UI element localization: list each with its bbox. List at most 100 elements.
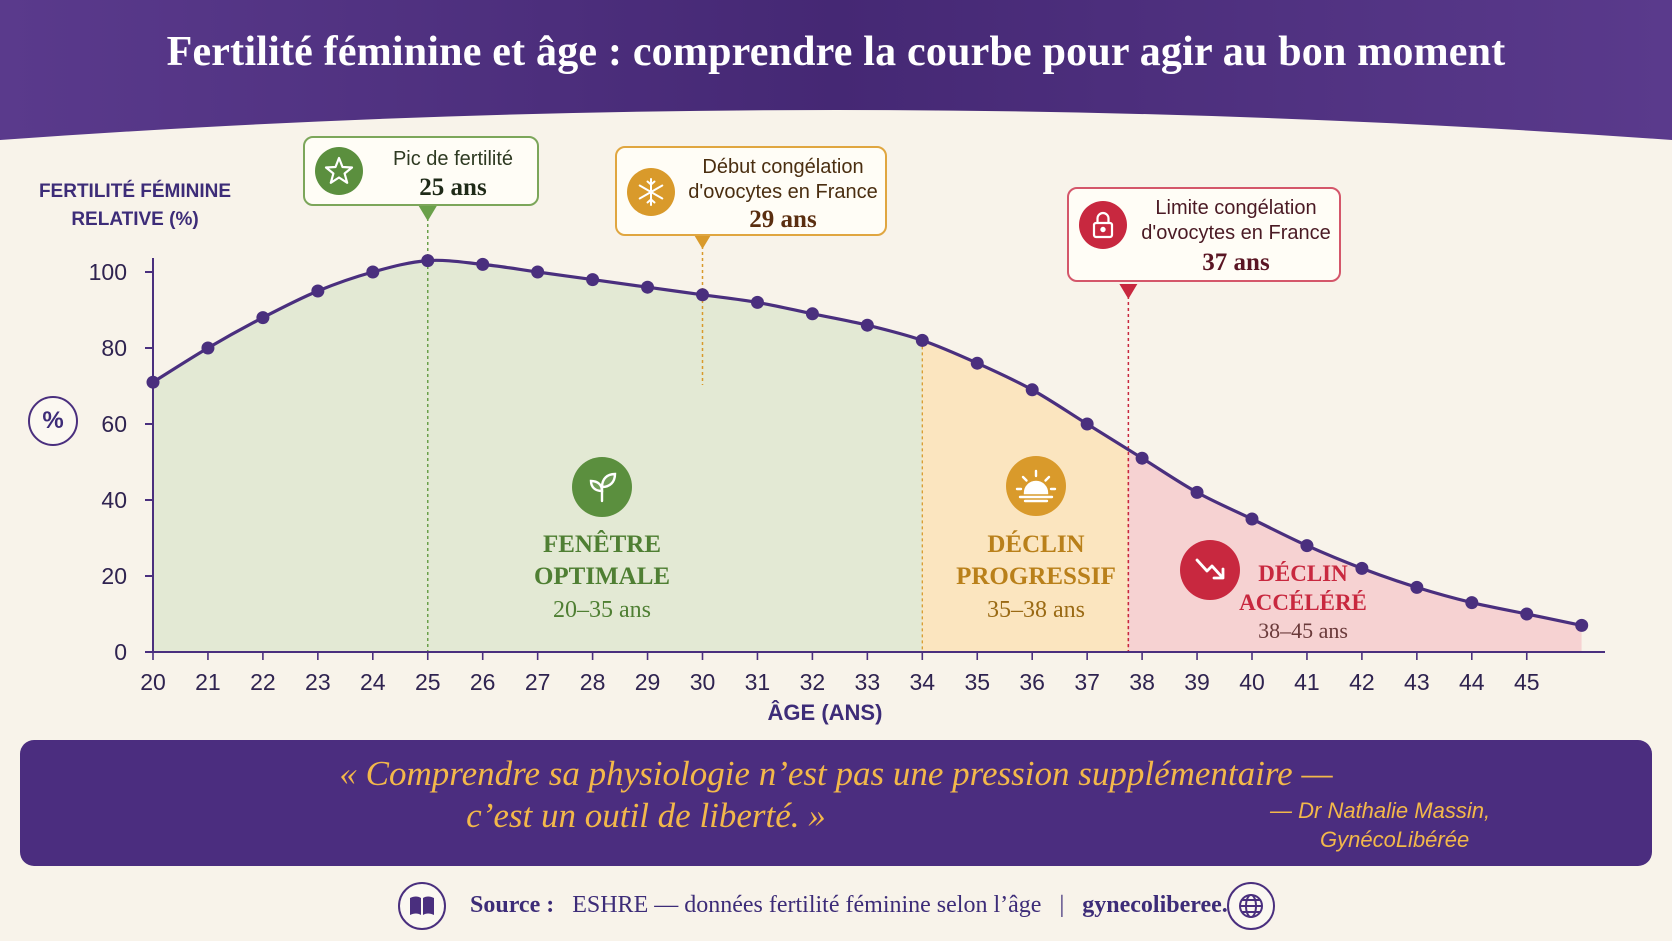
y-axis-label: FERTILITÉ FÉMININE RELATIVE (%) bbox=[20, 178, 250, 234]
marker-pointer-1 bbox=[693, 234, 712, 249]
marker-pointer-0 bbox=[418, 206, 437, 221]
ticks-layer: 0 20 40 60 80 100 20 21 22 23 24 25 26 27 28 29 30 31 32 33… bbox=[89, 259, 1540, 695]
zone-progressive-title-1: DÉCLIN bbox=[987, 531, 1085, 558]
x-tick-label: 24 bbox=[360, 669, 386, 695]
x-tick-label: 26 bbox=[470, 669, 496, 695]
x-tick-label: 20 bbox=[140, 669, 166, 695]
footer-source-label: Source : bbox=[470, 892, 555, 918]
data-point-30 bbox=[696, 288, 709, 302]
x-tick-label: 30 bbox=[690, 669, 716, 695]
data-point-34 bbox=[915, 333, 929, 347]
data-point-28 bbox=[586, 273, 600, 287]
x-tick-label: 23 bbox=[305, 669, 331, 695]
y-tick-label: 40 bbox=[101, 487, 127, 513]
data-point-41 bbox=[1300, 539, 1314, 553]
data-point-38 bbox=[1135, 451, 1149, 465]
zone-accelerated-title-2: ACCÉLÉRÉ bbox=[1239, 590, 1367, 615]
x-tick-label: 21 bbox=[195, 669, 221, 695]
data-point-32 bbox=[805, 307, 819, 321]
page-title: Fertilité féminine et âge : comprendre l… bbox=[166, 29, 1506, 75]
zone-accelerated-title-1: DÉCLIN bbox=[1258, 561, 1348, 586]
lock-icon bbox=[1079, 201, 1127, 249]
x-tick-label: 38 bbox=[1129, 669, 1155, 695]
data-point-37 bbox=[1080, 417, 1094, 431]
data-point-22 bbox=[256, 311, 270, 325]
x-tick-label: 32 bbox=[800, 669, 826, 695]
sunrise-icon bbox=[1006, 456, 1066, 516]
zone-progressive-range: 35–38 ans bbox=[987, 597, 1085, 623]
quote-author: — Dr Nathalie Massin, GynécoLibérée bbox=[1270, 796, 1570, 854]
quote-box: « Comprendre sa physiologie n’est pas un… bbox=[20, 740, 1652, 866]
globe-icon bbox=[1227, 882, 1275, 930]
data-point-44 bbox=[1465, 596, 1479, 610]
series-layer bbox=[146, 254, 1589, 632]
marker-lines-layer bbox=[418, 206, 1138, 652]
y-tick-label: 100 bbox=[89, 259, 127, 285]
zone-optimal-title-2: OPTIMALE bbox=[533, 563, 671, 590]
data-point-39 bbox=[1190, 485, 1204, 499]
header-band bbox=[0, 0, 1672, 140]
callout-peak: Pic de fertilité 25 ans bbox=[303, 136, 539, 206]
callout-freeze-limit-label-2: d'ovocytes en France bbox=[1141, 222, 1331, 244]
y-tick-label: 80 bbox=[101, 335, 127, 361]
x-tick-label: 37 bbox=[1074, 669, 1100, 695]
data-point-45 bbox=[1520, 607, 1534, 621]
callout-peak-value: 25 ans bbox=[419, 174, 487, 201]
footer-separator: | bbox=[1059, 892, 1065, 918]
callout-freeze-limit: Limite congélation d'ovocytes en France … bbox=[1067, 187, 1341, 282]
data-point-31 bbox=[750, 295, 764, 309]
x-tick-label: 43 bbox=[1404, 669, 1430, 695]
x-tick-label: 34 bbox=[910, 669, 936, 695]
axes-layer bbox=[152, 258, 1605, 653]
quote-line-1: « Comprendre sa physiologie n’est pas un… bbox=[339, 754, 1333, 793]
x-tick-label: 39 bbox=[1184, 669, 1210, 695]
y-tick-label: 60 bbox=[101, 411, 127, 437]
decline-arrow-icon bbox=[1180, 540, 1240, 600]
quote-line-2: c’est un outil de liberté. » bbox=[466, 796, 826, 835]
quote-author-site: GynécoLibérée bbox=[1320, 827, 1470, 852]
sprout-icon bbox=[572, 457, 632, 517]
data-point-24 bbox=[366, 265, 380, 279]
x-tick-label: 40 bbox=[1239, 669, 1265, 695]
zone-optimal-title: FENÊTRE OPTIMALE bbox=[472, 529, 732, 593]
quote-author-name: — Dr Nathalie Massin, bbox=[1270, 798, 1491, 823]
x-tick-label: 41 bbox=[1294, 669, 1320, 695]
zone-band-optimal bbox=[153, 260, 923, 652]
footer-site-link[interactable]: gynecoliberee.fr bbox=[1082, 892, 1247, 918]
callout-freeze-start-label-1: Début congélation bbox=[702, 156, 864, 178]
x-axis-label: ÂGE (ANS) bbox=[767, 700, 883, 725]
footer-source: Source : ESHRE — données fertilité fémin… bbox=[470, 892, 1246, 919]
callout-freeze-start: Début congélation d'ovocytes en France 2… bbox=[615, 146, 887, 236]
data-point-21 bbox=[201, 341, 215, 355]
footer-source-text: ESHRE — données fertilité féminine selon… bbox=[572, 892, 1042, 918]
data-point-26 bbox=[476, 257, 490, 271]
zone-progressive-title: DÉCLIN PROGRESSIF bbox=[916, 529, 1156, 593]
y-tick-label: 20 bbox=[101, 563, 127, 589]
data-point-25 bbox=[421, 254, 435, 268]
data-point-43 bbox=[1410, 580, 1424, 594]
y-tick-label: 0 bbox=[114, 639, 127, 665]
x-tick-label: 31 bbox=[745, 669, 771, 695]
marker-pointer-2 bbox=[1119, 284, 1138, 299]
callout-freeze-limit-value: 37 ans bbox=[1202, 249, 1270, 276]
y-axis-label-line2: RELATIVE (%) bbox=[71, 209, 199, 230]
x-tick-label: 25 bbox=[415, 669, 441, 695]
star-icon bbox=[315, 147, 363, 195]
x-tick-label: 33 bbox=[855, 669, 881, 695]
data-point-40 bbox=[1245, 512, 1259, 526]
x-tick-label: 42 bbox=[1349, 669, 1375, 695]
x-tick-label: 27 bbox=[525, 669, 551, 695]
data-point-35 bbox=[970, 356, 984, 370]
data-point-46 bbox=[1575, 618, 1589, 632]
zone-accelerated-range: 38–45 ans bbox=[1258, 618, 1348, 643]
x-tick-label: 44 bbox=[1459, 669, 1485, 695]
zone-optimal-title-1: FENÊTRE bbox=[542, 531, 662, 558]
zone-progressive-title-2: PROGRESSIF bbox=[956, 563, 1116, 590]
zone-optimal-range: 20–35 ans bbox=[553, 597, 651, 623]
x-tick-label: 45 bbox=[1514, 669, 1540, 695]
data-point-29 bbox=[641, 280, 655, 294]
x-tick-label: 35 bbox=[964, 669, 990, 695]
data-point-36 bbox=[1025, 383, 1039, 397]
callout-peak-label: Pic de fertilité bbox=[392, 148, 514, 170]
x-tick-label: 36 bbox=[1019, 669, 1045, 695]
